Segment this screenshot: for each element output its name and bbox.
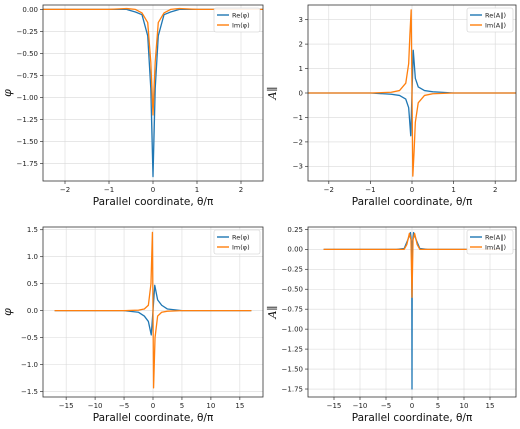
- y-tick-label: −3: [293, 163, 303, 171]
- y-tick-label: −1.75: [17, 160, 38, 168]
- x-tick-label: −10: [88, 402, 103, 410]
- series-line-im: [54, 231, 252, 389]
- y-tick-label: 0.0: [27, 307, 38, 315]
- x-tick-label: −1: [104, 186, 114, 194]
- y-tick-label: −1.75: [282, 385, 303, 393]
- x-tick-label: −2: [324, 186, 334, 194]
- y-tick-label: −0.5: [21, 334, 38, 342]
- x-axis-label: Parallel coordinate, θ/π: [93, 196, 214, 208]
- x-tick-label: 0: [410, 402, 414, 410]
- y-tick-label: −1.5: [21, 388, 38, 396]
- chart-panel-1: −2 −1 0 1 2 0.00 −0.25 −0.50 −0.75 −1.00 −1.25 −1.5…: [1, 4, 264, 208]
- x-axis-label: Parallel coordinate, θ/π: [352, 196, 473, 208]
- x-tick-label: −1: [365, 186, 375, 194]
- series-line-im: [308, 9, 516, 177]
- legend-box: [213, 7, 261, 33]
- y-tick-label: −1: [293, 114, 303, 122]
- legend-box: [213, 229, 261, 255]
- x-tick-label: 10: [460, 402, 469, 410]
- y-axis-label: φ: [1, 308, 14, 316]
- x-tick-label: 1: [451, 186, 455, 194]
- y-tick-label: 0.5: [27, 280, 38, 288]
- x-tick-label: 0: [151, 186, 155, 194]
- series-line-re: [323, 231, 501, 390]
- y-tick-label: 1.5: [27, 226, 38, 234]
- y-tick-label: 3: [299, 16, 303, 24]
- legend-box: [466, 7, 514, 33]
- y-tick-label: −1.00: [17, 94, 38, 102]
- x-tick-label: −15: [59, 402, 74, 410]
- x-axis-label: Parallel coordinate, θ/π: [93, 412, 214, 424]
- y-tick-label: 0.00: [287, 246, 303, 254]
- y-axis-label: φ: [1, 89, 14, 97]
- legend: Re(φ) Im(φ): [213, 7, 261, 33]
- y-tick-label: −0.50: [282, 286, 303, 294]
- x-tick-label: 5: [180, 402, 184, 410]
- y-tick-label: −1.50: [282, 365, 303, 373]
- y-tick-label: 0: [299, 89, 303, 97]
- y-tick-label: 1: [299, 65, 303, 73]
- x-tick-label: 1: [195, 186, 199, 194]
- x-tick-label: 2: [239, 186, 243, 194]
- y-tick-label: −1.50: [17, 138, 38, 146]
- y-tick-label: 0.00: [22, 6, 38, 14]
- x-axis-label: Parallel coordinate, θ/π: [352, 412, 473, 424]
- y-tick-label: −2: [293, 138, 303, 146]
- y-tick-label: 0.25: [287, 226, 303, 234]
- x-tick-label: 15: [486, 402, 495, 410]
- y-tick-label: −0.75: [17, 72, 38, 80]
- x-tick-label: 0: [410, 186, 414, 194]
- y-tick-label: −1.25: [282, 346, 303, 354]
- x-tick-label: −5: [381, 402, 391, 410]
- x-tick-label: −5: [119, 402, 129, 410]
- y-tick-label: −0.75: [282, 306, 303, 314]
- y-tick-label: −0.25: [282, 266, 303, 274]
- series-line-im: [323, 232, 501, 298]
- x-tick-label: −15: [327, 402, 342, 410]
- x-tick-label: 15: [235, 402, 244, 410]
- y-tick-label: −0.25: [17, 28, 38, 36]
- legend-box: [466, 229, 514, 255]
- y-tick-label: −1.0: [21, 361, 38, 369]
- legend-label: Im(A∥): [485, 21, 506, 29]
- y-tick-label: −0.50: [17, 50, 38, 58]
- legend: Re(φ) Im(φ): [213, 229, 261, 255]
- y-tick-label: −1.25: [17, 116, 38, 124]
- y-axis-label: A∥: [266, 86, 279, 100]
- y-tick-label: 2: [299, 41, 303, 49]
- legend-label: Re(φ): [232, 233, 250, 241]
- x-tick-label: −10: [353, 402, 368, 410]
- y-tick-label: −1.00: [282, 326, 303, 334]
- chart-panel-4: −15 −10 −5 0 5 10 15 0.25 0.00 −0.25 −0.50 −0.75 −1.…: [266, 226, 517, 424]
- legend: Re(A∥) Im(A∥): [466, 229, 514, 255]
- legend-label: Im(φ): [232, 21, 250, 29]
- x-tick-label: 2: [493, 186, 497, 194]
- x-tick-label: 10: [206, 402, 215, 410]
- legend-label: Im(A∥): [485, 243, 506, 251]
- y-tick-label: 1.0: [27, 253, 38, 261]
- y-axis-label: A∥: [266, 305, 279, 319]
- series-line-re: [43, 8, 263, 178]
- legend: Re(A∥) Im(A∥): [466, 7, 514, 33]
- x-tick-label: −2: [60, 186, 70, 194]
- chart-panel-3: −15 −10 −5 0 5 10 15 −1.5 −1.0 −0.5 0.0 0.5 1.0 1.5 Pa…: [1, 226, 264, 424]
- legend-label: Re(A∥): [485, 233, 506, 241]
- chart-panel-2: −2 −1 0 1 2 −3 −2 −1 0 1 2 3 Parallel coordinate, θ/…: [266, 4, 517, 208]
- legend-label: Re(φ): [232, 11, 250, 19]
- series-line-im: [43, 7, 263, 116]
- x-tick-label: 0: [151, 402, 155, 410]
- legend-label: Im(φ): [232, 243, 250, 251]
- x-tick-label: 5: [436, 402, 440, 410]
- legend-label: Re(A∥): [485, 11, 506, 19]
